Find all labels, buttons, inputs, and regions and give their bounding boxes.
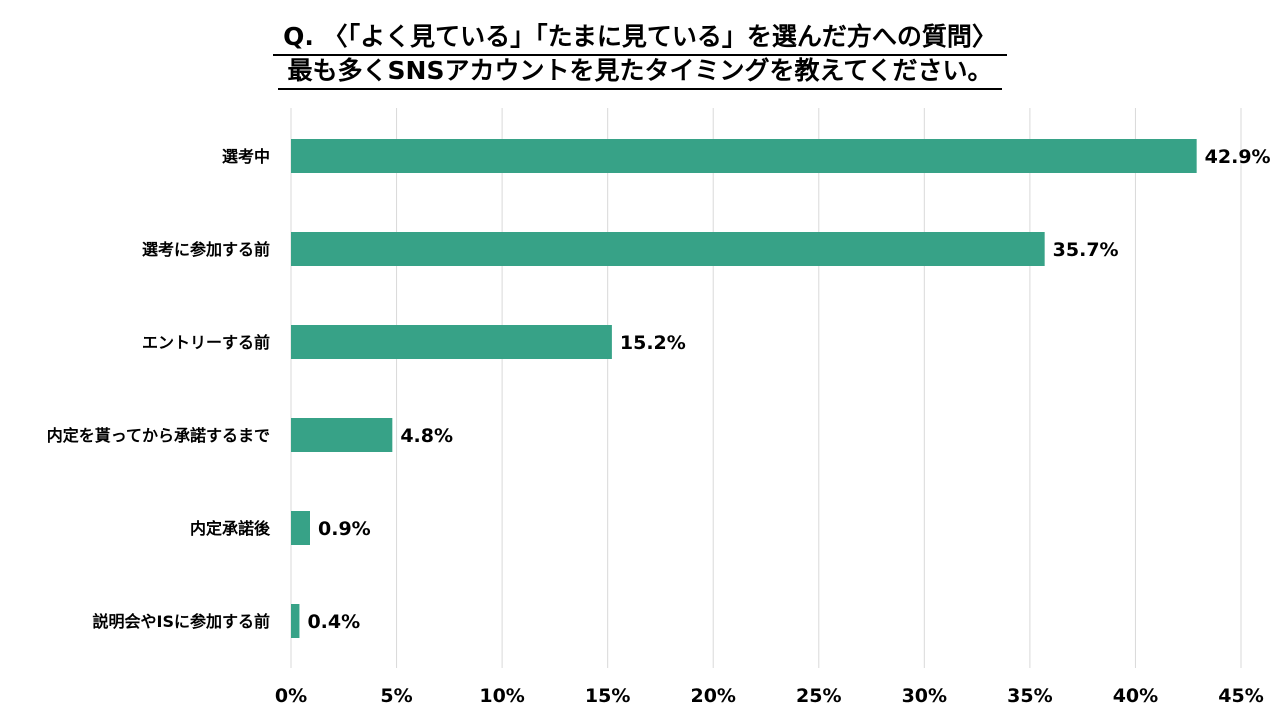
chart-title-line-1: Q. 〈「よく見ている」「たまに見ている」を選んだ方への質問〉 xyxy=(273,20,1007,56)
data-label: 0.4% xyxy=(307,611,360,633)
category-label: 内定承諾後 xyxy=(190,519,271,538)
data-label: 42.9% xyxy=(1205,146,1271,168)
bar xyxy=(291,232,1045,266)
bar xyxy=(291,604,300,638)
category-label: 内定を貰ってから承諾するまで xyxy=(47,426,270,445)
category-label: 選考に参加する前 xyxy=(142,240,270,259)
x-tick-label: 20% xyxy=(690,685,735,707)
x-tick-label: 30% xyxy=(902,685,947,707)
x-tick-label: 10% xyxy=(479,685,524,707)
chart-title: Q. 〈「よく見ている」「たまに見ている」を選んだ方への質問〉 最も多くSNSア… xyxy=(0,20,1280,90)
x-tick-label: 45% xyxy=(1218,685,1263,707)
bar xyxy=(291,418,393,452)
bar xyxy=(291,325,612,359)
bar xyxy=(291,139,1197,173)
chart-title-line-2: 最も多くSNSアカウントを見たタイミングを教えてください。 xyxy=(277,54,1003,90)
data-label: 15.2% xyxy=(620,332,686,354)
gridlines xyxy=(290,108,1242,668)
bars xyxy=(291,139,1197,638)
category-label: エントリーする前 xyxy=(142,333,270,352)
data-label: 4.8% xyxy=(400,425,453,447)
data-label: 35.7% xyxy=(1053,239,1119,261)
category-label: 説明会やISに参加する前 xyxy=(93,612,270,631)
x-tick-label: 5% xyxy=(380,685,412,707)
data-label: 0.9% xyxy=(318,518,371,540)
x-tick-label: 15% xyxy=(585,685,630,707)
x-tick-label: 35% xyxy=(1007,685,1052,707)
x-tick-label: 40% xyxy=(1113,685,1158,707)
category-label: 選考中 xyxy=(222,147,270,166)
bar xyxy=(291,511,310,545)
x-tick-label: 0% xyxy=(275,685,307,707)
labels: 0% 5% 10% 15% 20% 25% 30% 35% 40% 45% 選考中 42.9% 選考に参… xyxy=(47,146,1271,707)
x-tick-label: 25% xyxy=(796,685,841,707)
